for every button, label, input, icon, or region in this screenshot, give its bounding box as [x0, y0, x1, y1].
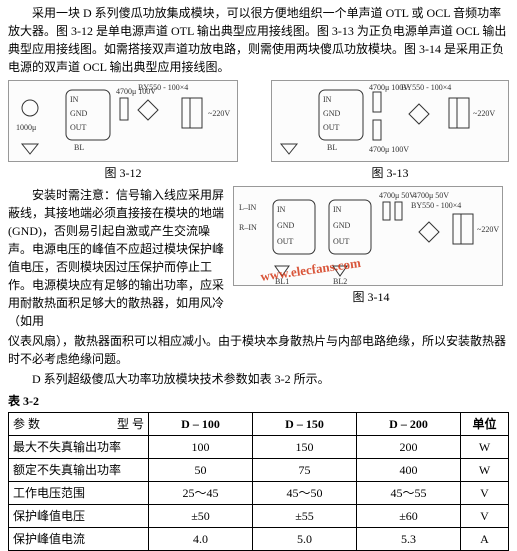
label-in-14a: IN	[277, 205, 286, 214]
label-gnd-14b: GND	[333, 221, 351, 230]
label-in-13: IN	[323, 95, 332, 104]
install-section: 安装时需注意：信号输入线应采用屏蔽线，其接地端必须直接接在模块的地端 (GND)…	[8, 186, 509, 332]
cell-unit: A	[461, 528, 509, 551]
cell: 50	[149, 459, 253, 482]
cell: 5.0	[253, 528, 357, 551]
cell: ±60	[357, 505, 461, 528]
label-bl-13: BL	[327, 143, 337, 152]
header-param: 参 数	[13, 415, 40, 433]
figure-3-12: IN GND OUT BL 1000μ 4700μ 100V BY550 - 1…	[8, 80, 238, 182]
label-capB: 4700μ 50V	[413, 191, 449, 200]
label-lin: L–IN	[239, 203, 257, 212]
label-out-14b: OUT	[333, 237, 350, 246]
label-gnd: GND	[70, 109, 88, 118]
label-diode-14: BY550 - 100×4	[411, 201, 461, 210]
table-caption: 表 3-2	[8, 392, 509, 410]
table-header-row: 参 数 型 号 D – 100 D – 150 D – 200 单位	[9, 413, 509, 436]
cell: 45～50	[253, 482, 357, 505]
row-name-4: 保护峰值电流	[9, 528, 149, 551]
cell: 400	[357, 459, 461, 482]
row-name-3: 保护峰值电压	[9, 505, 149, 528]
table-row: 保护峰值电压 ±50 ±55 ±60 V	[9, 505, 509, 528]
table-row: 保护峰值电流 4.0 5.0 5.3 A	[9, 528, 509, 551]
circuit-3-12: IN GND OUT BL 1000μ 4700μ 100V BY550 - 1…	[8, 80, 238, 162]
circuit-3-14: L–IN R–IN IN GND OUT IN GND OUT BL1 BL2 …	[233, 186, 503, 286]
label-rin: R–IN	[239, 223, 257, 232]
label-bl1: BL1	[275, 277, 289, 286]
figure-3-13: IN GND OUT BL 4700μ 100V BY550 - 100×4 ~…	[271, 80, 509, 182]
cell-unit: V	[461, 482, 509, 505]
label-bl: BL	[74, 143, 84, 152]
label-diode: BY550 - 100×4	[138, 83, 188, 92]
spec-table: 参 数 型 号 D – 100 D – 150 D – 200 单位 最大不失真…	[8, 412, 509, 551]
cell-unit: W	[461, 459, 509, 482]
label-out-13: OUT	[323, 123, 340, 132]
figure-3-14-caption: 图 3-14	[233, 288, 509, 306]
label-capA: 4700μ 50V	[379, 191, 415, 200]
label-in-14b: IN	[333, 205, 342, 214]
header-model: 型 号	[117, 415, 144, 433]
cell: 25～45	[149, 482, 253, 505]
label-in: IN	[70, 95, 79, 104]
table-row: 工作电压范围 25～45 45～50 45～55 V	[9, 482, 509, 505]
row-name-0: 最大不失真输出功率	[9, 436, 149, 459]
model-col-0: D – 100	[149, 413, 253, 436]
cell: 45～55	[357, 482, 461, 505]
cell-unit: V	[461, 505, 509, 528]
label-out-14a: OUT	[277, 237, 294, 246]
intro-paragraph: 采用一块 D 系列傻瓜功放集成模块，可以很方便地组织一个单声道 OTL 或 OC…	[8, 4, 509, 76]
cell: ±55	[253, 505, 357, 528]
cell: 200	[357, 436, 461, 459]
figure-3-12-caption: 图 3-12	[8, 164, 238, 182]
label-ac-12: ~220V	[208, 109, 230, 118]
cell: 75	[253, 459, 357, 482]
cell: 4.0	[149, 528, 253, 551]
figure-3-13-caption: 图 3-13	[271, 164, 509, 182]
row-name-2: 工作电压范围	[9, 482, 149, 505]
model-col-1: D – 150	[253, 413, 357, 436]
cell: 5.3	[357, 528, 461, 551]
model-col-2: D – 200	[357, 413, 461, 436]
label-gnd-14a: GND	[277, 221, 295, 230]
label-mic-r: 1000μ	[16, 123, 36, 132]
cell: 100	[149, 436, 253, 459]
install-p1-left: 安装时需注意：信号输入线应采用屏蔽线，其接地端必须直接接在模块的地端 (GND)…	[8, 186, 227, 330]
cell: ±50	[149, 505, 253, 528]
label-ac-14: ~220V	[477, 225, 499, 234]
install-p2: D 系列超级傻瓜大功率功放模块技术参数如表 3-2 所示。	[8, 370, 509, 388]
install-p1-cont: 仪表风扇），散热器面积可以相应减小。由于模块本身散热片与内部电路绝缘，所以安装散…	[8, 332, 509, 368]
label-diode-13: BY550 - 100×4	[401, 83, 451, 92]
cell: 150	[253, 436, 357, 459]
label-cap2-13: 4700μ 100V	[369, 145, 409, 154]
label-out: OUT	[70, 123, 87, 132]
row-name-1: 额定不失真输出功率	[9, 459, 149, 482]
table-row: 额定不失真输出功率 50 75 400 W	[9, 459, 509, 482]
label-ac-13: ~220V	[473, 109, 495, 118]
label-bl2: BL2	[333, 277, 347, 286]
table-row: 最大不失真输出功率 100 150 200 W	[9, 436, 509, 459]
label-gnd-13: GND	[323, 109, 341, 118]
figure-row-top: IN GND OUT BL 1000μ 4700μ 100V BY550 - 1…	[8, 80, 509, 182]
header-unit: 单位	[461, 413, 509, 436]
circuit-3-13: IN GND OUT BL 4700μ 100V BY550 - 100×4 ~…	[271, 80, 509, 162]
cell-unit: W	[461, 436, 509, 459]
